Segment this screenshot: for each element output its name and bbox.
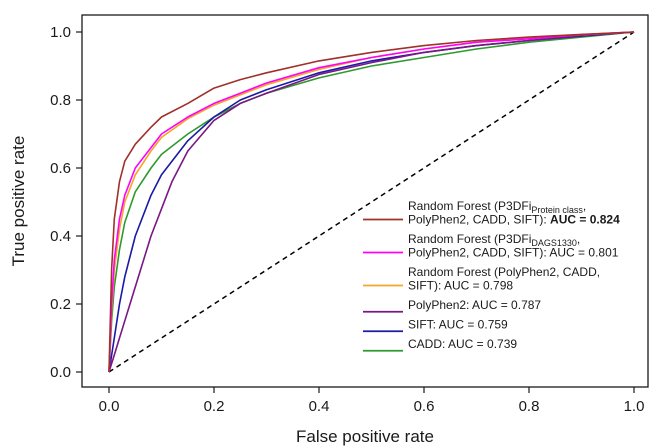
x-tick-label: 1.0 (624, 398, 645, 415)
axes: 0.0 0.2 0.4 0.6 0.8 1.0 0.0 0.2 0.4 0.6 0.8 1.0 (50, 24, 644, 415)
y-tick-label: 0.4 (50, 228, 71, 245)
x-tick-label: 0.6 (414, 398, 435, 415)
legend-label: Random Forest (P3DFiDAGS1330, (408, 232, 580, 248)
legend-label-part: , (577, 232, 580, 246)
chance-diagonal (108, 31, 635, 373)
legend-label-part: PolyPhen2: AUC = 0.787 (408, 298, 541, 312)
x-tick-label: 0.2 (204, 398, 225, 415)
legend-label: PolyPhen2, CADD, SIFT): AUC = 0.824 (408, 213, 620, 227)
legend-label: SIFT: AUC = 0.759 (408, 318, 508, 332)
legend-label-part: Random Forest (P3DFi (408, 232, 531, 246)
legend-label-part: PolyPhen2, CADD, SIFT): (408, 213, 550, 227)
x-axis-label: False positive rate (296, 427, 434, 446)
legend-label: Random Forest (PolyPhen2, CADD, (408, 265, 600, 279)
legend-label-part: , (583, 199, 586, 213)
plot-frame (81, 14, 649, 388)
legend-label: PolyPhen2, CADD, SIFT): AUC = 0.801 (408, 246, 619, 260)
x-tick-label: 0.4 (309, 398, 330, 415)
roc-curve-1 (108, 31, 635, 373)
legend-label-part: AUC = 0.824 (550, 213, 620, 227)
legend-label-part: CADD: AUC = 0.739 (408, 337, 517, 351)
y-tick-label: 0.8 (50, 92, 71, 109)
legend-label-part: PolyPhen2, CADD, SIFT): AUC = 0.801 (408, 246, 619, 260)
legend-label-part: SIFT): AUC = 0.798 (408, 279, 513, 293)
y-tick-label: 0.0 (50, 364, 71, 381)
legend-label: SIFT): AUC = 0.798 (408, 279, 513, 293)
legend-label-part: Random Forest (PolyPhen2, CADD, (408, 265, 600, 279)
legend-label: CADD: AUC = 0.739 (408, 337, 517, 351)
y-axis-label: True positive rate (9, 136, 28, 267)
y-tick-label: 0.6 (50, 160, 71, 177)
roc-curve-3 (108, 31, 635, 373)
legend-label-part: Protein class (531, 205, 583, 215)
legend-label: Random Forest (P3DFiProtein class, (408, 199, 586, 215)
legend-label: PolyPhen2: AUC = 0.787 (408, 298, 541, 312)
x-tick-label: 0.0 (99, 398, 120, 415)
legend: Random Forest (P3DFiProtein class,PolyPh… (363, 199, 620, 352)
roc-curve-0 (108, 31, 635, 373)
roc-curves (108, 31, 635, 373)
y-tick-label: 0.2 (50, 296, 71, 313)
x-tick-label: 0.8 (519, 398, 540, 415)
legend-label-part: SIFT: AUC = 0.759 (408, 318, 508, 332)
legend-label-part: DAGS1330 (531, 238, 577, 248)
legend-label-part: Random Forest (P3DFi (408, 199, 531, 213)
y-tick-label: 1.0 (50, 24, 71, 41)
